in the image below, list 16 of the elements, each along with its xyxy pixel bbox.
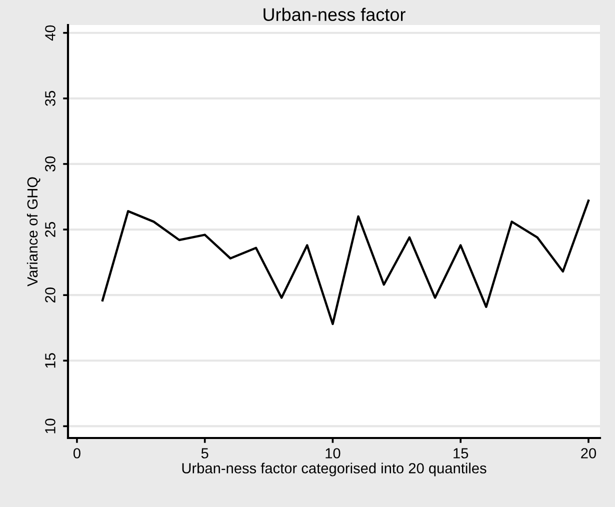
x-tick-label: 20 — [581, 448, 596, 458]
y-tick-label: 20 — [45, 288, 56, 302]
y-tick-label: 30 — [45, 156, 56, 172]
y-tick-label: 15 — [45, 353, 56, 368]
x-axis-title: Urban-ness factor categorised into 20 quantiles — [182, 462, 486, 476]
x-tick-label: 0 — [73, 448, 80, 458]
x-tick-label: 5 — [201, 448, 208, 458]
line-series — [101, 200, 590, 326]
y-tick-label: 10 — [45, 418, 56, 434]
y-tick-label: 25 — [45, 222, 56, 237]
x-tick-label: 15 — [454, 448, 468, 458]
x-tick-label: 10 — [326, 448, 340, 458]
y-axis-title: Variance of GHQ — [26, 177, 40, 286]
y-tick-label: 35 — [45, 90, 56, 106]
y-tick-label: 40 — [45, 25, 56, 41]
chart-title: Urban-ness factor — [264, 8, 406, 22]
